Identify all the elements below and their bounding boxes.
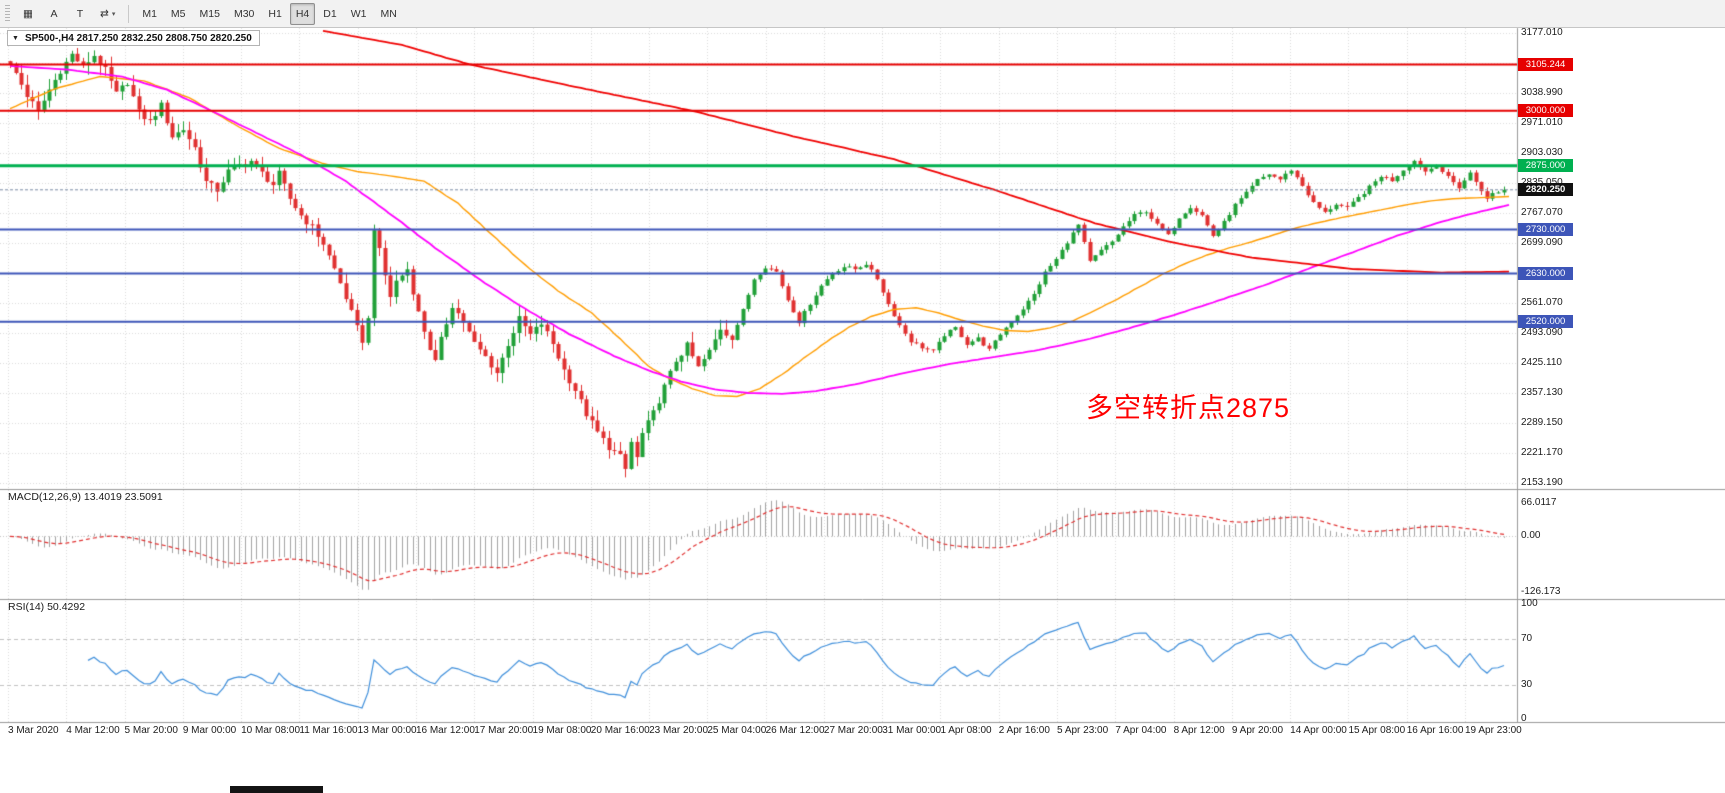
price-tick: 2425.110	[1521, 357, 1562, 368]
rsi-scale-tick: 100	[1521, 598, 1538, 609]
symbol-ohlc-label: SP500-,H4 2817.250 2832.250 2808.750 282…	[24, 32, 252, 44]
charts-grid-button[interactable]: ▦	[23, 7, 33, 20]
macd-scale-min: -126.173	[1521, 586, 1561, 597]
time-tick: 31 Mar 00:00	[882, 725, 942, 736]
price-tick: 2561.070	[1521, 297, 1563, 308]
macd-label: MACD(12,26,9) 13.4019 23.5091	[8, 491, 163, 503]
time-tick: 16 Apr 16:00	[1406, 725, 1464, 736]
rsi-scale-tick: 30	[1521, 678, 1533, 690]
chevron-down-icon: ▾	[111, 10, 116, 18]
level-price-badge: 2520.000	[1518, 315, 1573, 329]
price-tick: 2699.090	[1521, 237, 1563, 248]
text-tool-button[interactable]: T	[76, 7, 84, 20]
time-tick: 19 Mar 08:00	[532, 725, 592, 736]
timeframe-button-d1[interactable]: D1	[323, 7, 337, 20]
time-tick: 27 Mar 20:00	[823, 725, 883, 736]
symbol-info-box[interactable]: ▼ SP500-,H4 2817.250 2832.250 2808.750 2…	[7, 30, 260, 46]
level-price-badge: 2630.000	[1518, 266, 1573, 280]
timeframe-button-h1[interactable]: H1	[268, 7, 282, 20]
price-tick: 2221.170	[1521, 447, 1563, 458]
price-tick: 2493.090	[1521, 327, 1563, 338]
rsi-scale-tick: 0	[1521, 713, 1527, 724]
time-tick: 5 Mar 20:00	[124, 725, 178, 736]
time-tick: 5 Apr 23:00	[1057, 725, 1109, 736]
rsi-scale-tick: 70	[1521, 632, 1533, 644]
time-tick: 2 Apr 16:00	[998, 725, 1050, 736]
chart-annotation-text[interactable]: 多空转折点2875	[1086, 393, 1291, 423]
time-tick: 7 Apr 04:00	[1115, 725, 1167, 736]
toolbar-tools-group: ▦ A T ⇄ ▾	[15, 3, 122, 25]
timeframe-button-h4[interactable]: H4	[289, 2, 316, 25]
time-tick: 8 Apr 12:00	[1173, 725, 1225, 736]
timeframe-button-m30[interactable]: M30	[233, 7, 255, 20]
level-price-badge: 3000.000	[1518, 104, 1573, 118]
price-tick: 2971.010	[1521, 117, 1563, 128]
time-tick: 3 Mar 2020	[8, 725, 59, 736]
top-toolbar: ▦ A T ⇄ ▾ M1 M5 M15 M30 H1 H4 D1 W1 MN	[0, 0, 1725, 28]
time-tick: 17 Mar 20:00	[474, 725, 534, 736]
current-price-badge: 2820.250	[1518, 183, 1573, 197]
time-tick: 16 Mar 12:00	[415, 725, 475, 736]
price-tick: 2289.150	[1521, 417, 1563, 428]
level-price-badge: 2875.000	[1518, 159, 1573, 173]
objects-dropdown-button[interactable]: ⇄ ▾	[100, 7, 116, 20]
time-tick: 13 Mar 00:00	[357, 725, 417, 736]
timeframe-button-m1[interactable]: M1	[142, 7, 157, 20]
macd-scale-zero: 0.00	[1521, 530, 1541, 542]
toolbar-grip-icon[interactable]	[5, 4, 10, 23]
time-tick: 1 Apr 08:00	[940, 725, 992, 736]
price-tick: 3177.010	[1521, 27, 1563, 38]
time-tick: 19 Apr 23:00	[1465, 725, 1522, 736]
price-tick: 2903.030	[1521, 147, 1563, 158]
level-price-badge: 3105.244	[1518, 58, 1573, 72]
time-tick: 15 Apr 08:00	[1348, 725, 1406, 736]
timeframe-button-m5[interactable]: M5	[170, 7, 186, 20]
time-tick: 10 Mar 08:00	[241, 725, 301, 736]
cursor-a-button[interactable]: A	[50, 7, 58, 20]
collapse-triangle-icon[interactable]: ▼	[12, 34, 19, 42]
time-tick: 9 Apr 20:00	[1231, 725, 1284, 736]
timeframe-button-mn[interactable]: MN	[380, 7, 397, 20]
taskbar-fragment	[230, 786, 323, 793]
macd-scale-max: 66.0117	[1521, 497, 1557, 508]
level-price-badge: 2730.000	[1518, 222, 1573, 236]
time-tick: 25 Mar 04:00	[707, 725, 767, 736]
price-tick: 2357.130	[1521, 387, 1563, 398]
price-tick: 3038.990	[1521, 87, 1563, 98]
time-tick: 4 Mar 12:00	[66, 725, 120, 736]
time-tick: 20 Mar 16:00	[590, 725, 650, 736]
timeframe-button-m15[interactable]: M15	[199, 7, 220, 20]
time-tick: 9 Mar 00:00	[182, 725, 237, 736]
time-tick: 23 Mar 20:00	[649, 725, 709, 736]
time-tick: 26 Mar 12:00	[765, 725, 825, 736]
rsi-label: RSI(14) 50.4292	[8, 601, 86, 613]
price-tick: 2767.070	[1521, 207, 1563, 218]
toolbar-separator	[128, 4, 130, 23]
timeframe-toolbar: M1 M5 M15 M30 H1 H4 D1 W1 MN	[135, 2, 403, 25]
price-tick: 2153.190	[1521, 477, 1563, 488]
time-tick: 11 Mar 16:00	[299, 725, 358, 736]
timeframe-button-w1[interactable]: W1	[350, 7, 367, 20]
price-tick: 2835.050	[1521, 177, 1563, 188]
time-tick: 14 Apr 00:00	[1290, 725, 1347, 736]
